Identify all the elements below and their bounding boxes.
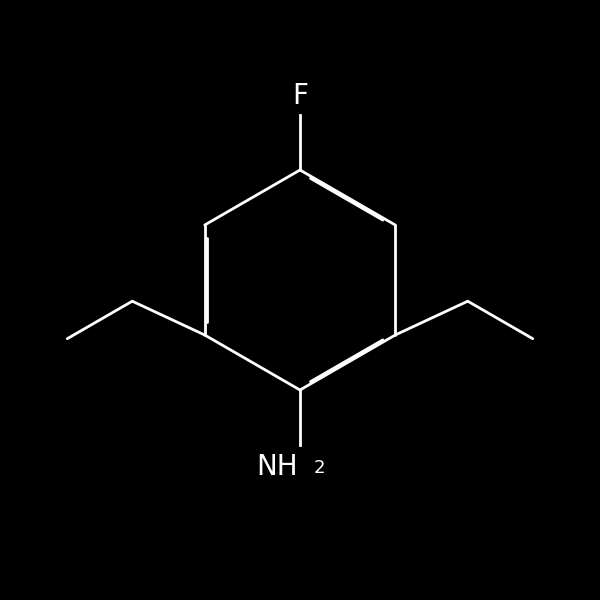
Text: NH: NH: [256, 453, 298, 481]
Text: F: F: [292, 82, 308, 110]
Text: 2: 2: [314, 459, 325, 477]
